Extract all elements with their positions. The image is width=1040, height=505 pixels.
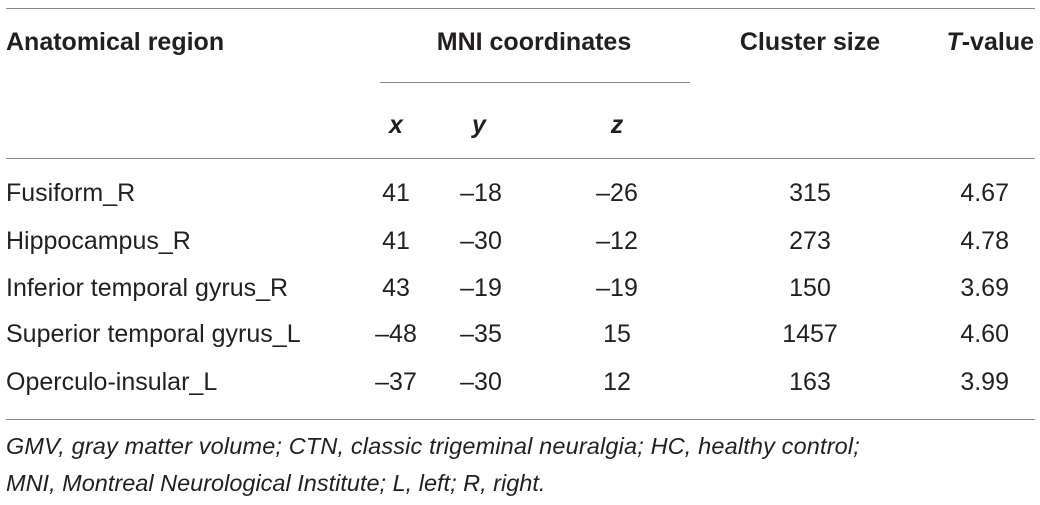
row-3-x: 43 [382,274,410,302]
row-4-z: 15 [603,320,631,348]
mni-header-rule [380,82,690,83]
row-5-cluster: 163 [789,368,831,396]
table-bottom-rule [6,419,1035,420]
header-t-italic: T [946,28,962,56]
row-1-t: 4.67 [960,179,1009,207]
row-4-x: –48 [375,320,417,348]
row-3-y: –19 [460,274,502,302]
row-5-y: –30 [460,368,502,396]
row-4-cluster: 1457 [782,320,838,348]
header-z: z [610,111,624,139]
row-2-z: –12 [596,227,638,255]
header-bottom-rule [6,158,1035,159]
row-1-region: Fusiform_R [6,179,136,207]
table-top-rule [6,8,1035,9]
row-2-x: 41 [382,227,410,255]
header-mni-coordinates: MNI coordinates [436,28,632,56]
header-anatomical-region: Anatomical region [6,28,225,56]
header-x: x [389,111,403,139]
row-4-region: Superior temporal gyrus_L [6,320,301,348]
row-1-cluster: 315 [789,179,831,207]
header-t-rest: -value [961,28,1034,56]
row-2-t: 4.78 [960,227,1009,255]
row-3-region: Inferior temporal gyrus_R [6,274,289,302]
row-4-y: –35 [460,320,502,348]
row-3-z: –19 [596,274,638,302]
row-5-x: –37 [375,368,417,396]
row-5-z: 12 [603,368,631,396]
footnote-line-1: GMV, gray matter volume; CTN, classic tr… [6,433,860,459]
row-2-cluster: 273 [789,227,831,255]
row-1-x: 41 [382,179,410,207]
header-t-value: T-value [946,30,1034,55]
row-1-y: –18 [460,179,502,207]
header-y: y [472,111,486,139]
row-5-region: Operculo-insular_L [6,368,218,396]
row-5-t: 3.99 [960,368,1009,396]
row-1-z: –26 [596,179,638,207]
row-3-cluster: 150 [789,274,831,302]
header-cluster-size: Cluster size [739,28,881,56]
table-footnote: GMV, gray matter volume; CTN, classic tr… [6,428,1036,502]
row-3-t: 3.69 [960,274,1009,302]
footnote-line-2: MNI, Montreal Neurological Institute; L,… [6,470,546,496]
row-2-region: Hippocampus_R [6,227,191,255]
row-4-t: 4.60 [960,320,1009,348]
row-2-y: –30 [460,227,502,255]
